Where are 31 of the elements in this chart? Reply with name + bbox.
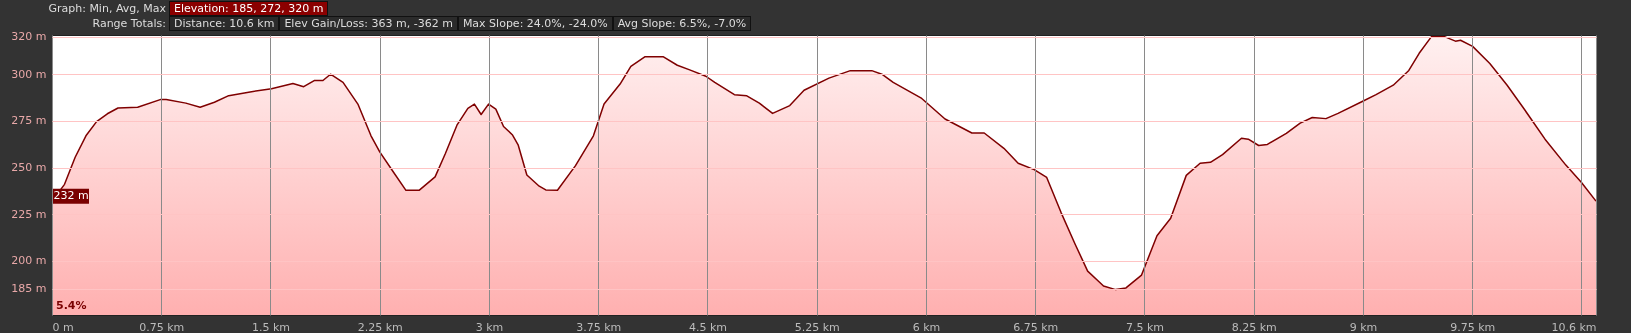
text: Max Slope: 24.0%, -24.0% bbox=[457, 16, 613, 31]
y-tick-label: 275 m bbox=[11, 114, 47, 128]
x-tick-label: 6 km bbox=[912, 320, 941, 333]
text: Distance: 10.6 km bbox=[169, 16, 280, 31]
annotation: 232 m bbox=[53, 189, 89, 203]
y-tick-label: 250 m bbox=[11, 161, 47, 175]
y-tick-label: 225 m bbox=[11, 207, 47, 221]
x-tick-label: 6.75 km bbox=[1013, 320, 1059, 333]
x-tick-label: 9.75 km bbox=[1450, 320, 1496, 333]
y-tick-label: 200 m bbox=[11, 254, 47, 268]
x-tick-label: 3.75 km bbox=[576, 320, 622, 333]
text: Graph: Min, Avg, Max bbox=[47, 2, 167, 15]
x-tick-label: 8.25 km bbox=[1231, 320, 1277, 333]
annotation: 5.4% bbox=[56, 299, 87, 312]
x-tick-label: 10.6 km bbox=[1551, 320, 1597, 333]
x-tick-label: 5.25 km bbox=[794, 320, 840, 333]
y-tick-label: 320 m bbox=[11, 30, 47, 44]
x-tick-label: 0.75 km bbox=[139, 320, 185, 333]
x-tick-label: 7.5 km bbox=[1125, 320, 1164, 333]
text: Avg Slope: 6.5%, -7.0% bbox=[612, 16, 752, 31]
x-tick-label: 0 m bbox=[52, 320, 74, 333]
x-tick-label: 1.5 km bbox=[251, 320, 291, 333]
y-tick-label: 300 m bbox=[11, 67, 47, 81]
text: Range Totals: bbox=[91, 17, 167, 30]
x-tick-label: 3 km bbox=[475, 320, 504, 333]
text: Elevation: 185, 272, 320 m bbox=[169, 1, 329, 16]
x-tick-label: 4.5 km bbox=[688, 320, 728, 333]
text: Elev Gain/Loss: 363 m, -362 m bbox=[279, 16, 458, 31]
y-tick-label: 185 m bbox=[11, 282, 47, 296]
x-tick-label: 2.25 km bbox=[357, 320, 403, 333]
x-tick-label: 9 km bbox=[1349, 320, 1378, 333]
